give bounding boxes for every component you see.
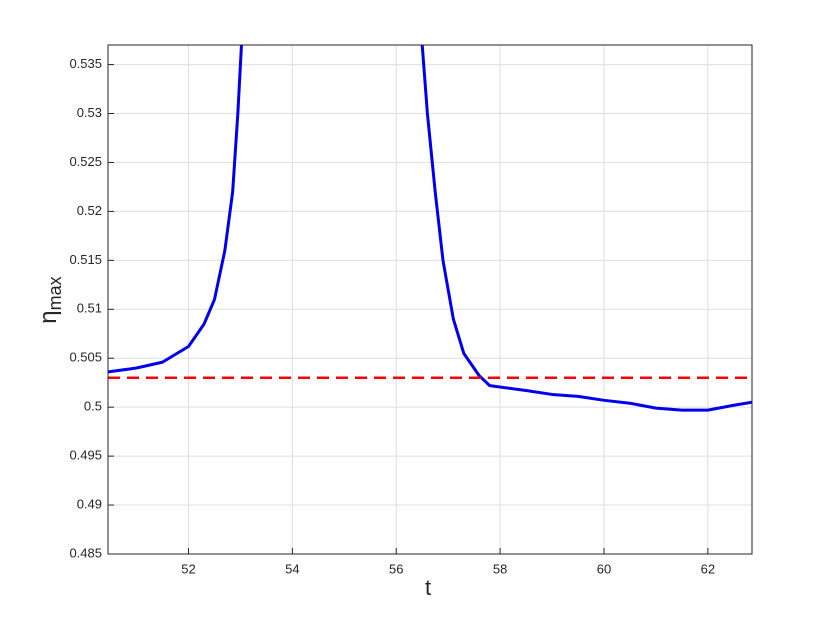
y-tick-label: 0.535 <box>69 56 102 71</box>
plot-frame <box>107 44 753 555</box>
y-tick-label: 0.49 <box>77 496 102 511</box>
x-tick-label: 58 <box>493 561 507 576</box>
y-tick-label: 0.495 <box>69 448 102 463</box>
data-line <box>108 45 752 412</box>
y-label-subscript: max <box>45 276 65 310</box>
plot-lines <box>108 45 752 412</box>
x-tick-label: 62 <box>701 561 715 576</box>
y-tick-label: 0.485 <box>69 545 102 560</box>
y-tick-label: 0.5 <box>84 399 102 414</box>
grid <box>108 45 752 555</box>
y-tick-label: 0.505 <box>69 350 102 365</box>
ticks: 52 54 56 58 60 62 0.485 0.49 0.495 0.5 0.505 0.51 0.… <box>69 56 715 576</box>
x-tick-label: 54 <box>285 561 299 576</box>
x-tick-label: 60 <box>597 561 611 576</box>
y-label-symbol: η <box>35 310 62 323</box>
y-tick-label: 0.52 <box>77 203 102 218</box>
y-tick-label: 0.515 <box>69 252 102 267</box>
y-tick-label: 0.51 <box>77 301 102 316</box>
x-tick-label: 52 <box>181 561 195 576</box>
x-tick-label: 56 <box>389 561 403 576</box>
y-axis-label: ηmax <box>35 276 64 323</box>
y-tick-label: 0.53 <box>77 105 102 120</box>
y-tick-label: 0.525 <box>69 154 102 169</box>
x-axis-label: t <box>425 575 431 600</box>
